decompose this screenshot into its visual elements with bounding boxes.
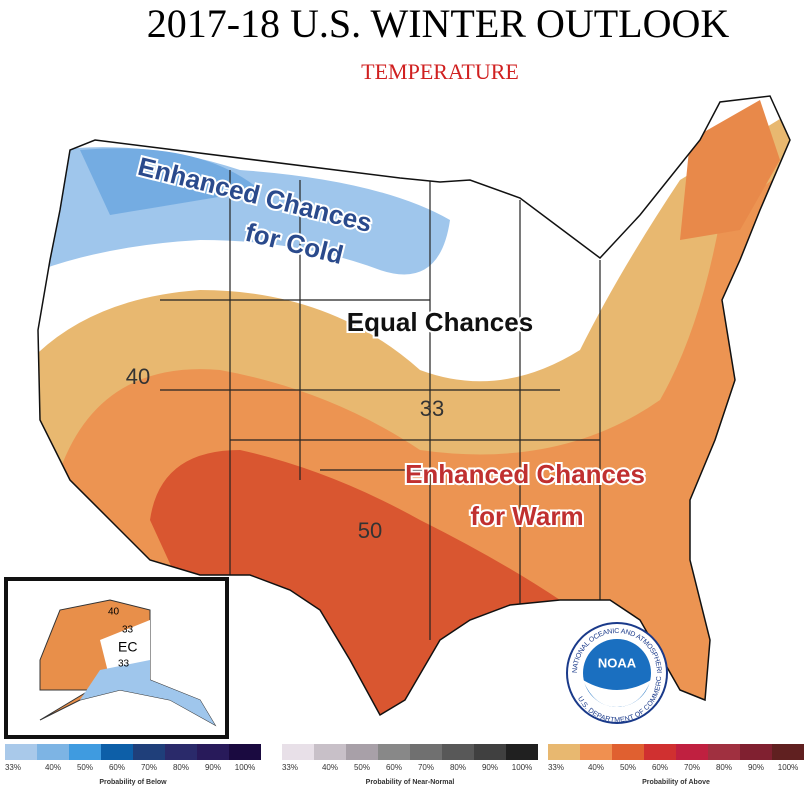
legend-swatch bbox=[772, 744, 804, 760]
logo-name: NOAA bbox=[598, 655, 637, 670]
subtitle: TEMPERATURE bbox=[361, 59, 519, 84]
legend-swatch bbox=[282, 744, 314, 760]
title: 2017-18 U.S. WINTER OUTLOOK bbox=[147, 1, 730, 46]
legend-label: 33% bbox=[5, 763, 21, 772]
legend-title: Probability of Near-Normal bbox=[366, 779, 455, 786]
legend-swatch bbox=[133, 744, 165, 760]
legend-label: 100% bbox=[235, 763, 255, 772]
legend-title: Probability of Below bbox=[99, 779, 167, 786]
inset-label: 33 bbox=[118, 659, 130, 670]
inset-label: 33 bbox=[122, 625, 134, 636]
legend-label: 80% bbox=[173, 763, 189, 772]
legend-label: 33% bbox=[282, 763, 298, 772]
legend-label: 60% bbox=[109, 763, 125, 772]
legend-label: 50% bbox=[77, 763, 93, 772]
legend-swatch bbox=[474, 744, 506, 760]
legend-swatch bbox=[197, 744, 229, 760]
legend-swatch bbox=[708, 744, 740, 760]
legend-swatch bbox=[548, 744, 580, 760]
inset-label: 40 bbox=[108, 607, 120, 618]
legend-label: 40% bbox=[588, 763, 604, 772]
legend-swatch bbox=[442, 744, 474, 760]
legend-label: 70% bbox=[684, 763, 700, 772]
us-outline bbox=[37, 95, 791, 717]
legend-swatch bbox=[69, 744, 101, 760]
legend-label: 90% bbox=[748, 763, 764, 772]
legend-label: 80% bbox=[450, 763, 466, 772]
contour-label: 33 bbox=[420, 396, 444, 421]
legend-label: 100% bbox=[512, 763, 532, 772]
legend-swatch bbox=[165, 744, 197, 760]
legend-swatch bbox=[346, 744, 378, 760]
legend-label: 50% bbox=[354, 763, 370, 772]
legend-swatch bbox=[506, 744, 538, 760]
legend-title: Probability of Above bbox=[642, 779, 710, 786]
legend-swatch bbox=[740, 744, 772, 760]
legend-label: 70% bbox=[141, 763, 157, 772]
legend-label: 60% bbox=[652, 763, 668, 772]
inset: 33 40 EC 33 bbox=[4, 577, 229, 739]
legend-swatch bbox=[644, 744, 676, 760]
legend-swatch bbox=[612, 744, 644, 760]
legend-swatch bbox=[580, 744, 612, 760]
legend-swatch bbox=[314, 744, 346, 760]
legend-label: 70% bbox=[418, 763, 434, 772]
legend-label: 60% bbox=[386, 763, 402, 772]
legend-swatch bbox=[37, 744, 69, 760]
legend-swatch bbox=[229, 744, 261, 760]
contour-label: 40 bbox=[126, 364, 150, 389]
legend-swatch bbox=[676, 744, 708, 760]
contour-label: 50 bbox=[358, 518, 382, 543]
equal-label: Equal Chances bbox=[347, 307, 533, 337]
legend-label: 80% bbox=[716, 763, 732, 772]
legend-label: 40% bbox=[322, 763, 338, 772]
legend-label: 33% bbox=[548, 763, 564, 772]
legend-label: 100% bbox=[778, 763, 798, 772]
legend-swatch bbox=[101, 744, 133, 760]
warm-label: for Warm bbox=[470, 501, 583, 531]
legend-swatch bbox=[410, 744, 442, 760]
legend-swatch bbox=[5, 744, 37, 760]
legend-label: 40% bbox=[45, 763, 61, 772]
legend-label: 90% bbox=[205, 763, 221, 772]
warm-label: Enhanced Chances bbox=[405, 459, 645, 489]
legend-label: 50% bbox=[620, 763, 636, 772]
legend-swatch bbox=[378, 744, 410, 760]
legend-label: 90% bbox=[482, 763, 498, 772]
inset-label: EC bbox=[118, 639, 137, 655]
legend: 33% 40% 50% 60% 70% 80% 90% 100% Probability of … bbox=[5, 744, 804, 786]
